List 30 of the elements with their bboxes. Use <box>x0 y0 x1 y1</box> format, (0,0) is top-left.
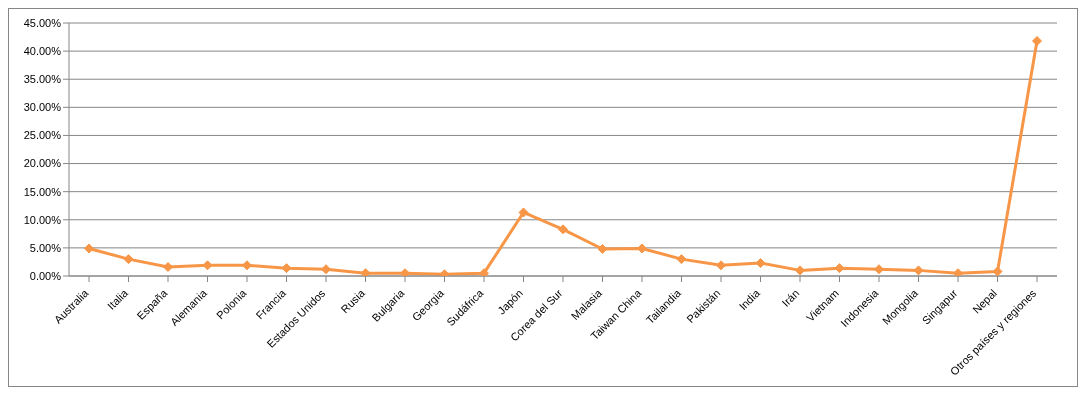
y-tick-label: 0.00% <box>29 269 62 282</box>
point <box>518 207 529 218</box>
y-tick-label: 30.00% <box>23 101 62 114</box>
point <box>913 265 924 276</box>
point <box>716 260 726 271</box>
y-tick-label: 25.00% <box>23 129 62 142</box>
point <box>676 254 687 265</box>
y-tick-label: 20.00% <box>23 157 62 170</box>
y-tick-label: 40.00% <box>23 45 62 58</box>
point <box>242 260 252 271</box>
point <box>123 254 134 265</box>
point <box>84 243 94 254</box>
point <box>163 262 173 272</box>
point <box>479 268 489 276</box>
x-tick-label: Irán <box>779 286 802 309</box>
point <box>637 243 647 254</box>
point <box>1032 35 1042 46</box>
point <box>795 265 805 276</box>
y-tick-label: 15.00% <box>23 185 62 198</box>
point <box>992 266 1003 276</box>
point <box>400 268 410 276</box>
point <box>360 268 371 276</box>
point <box>558 224 568 235</box>
point <box>321 264 331 275</box>
point <box>953 268 963 276</box>
y-tick-label: 45.00% <box>23 16 62 29</box>
y-tick-label: 10.00% <box>23 213 62 226</box>
y-tick-label: 5.00% <box>29 241 62 254</box>
point <box>874 264 884 275</box>
y-tick-label: 35.00% <box>23 73 62 86</box>
